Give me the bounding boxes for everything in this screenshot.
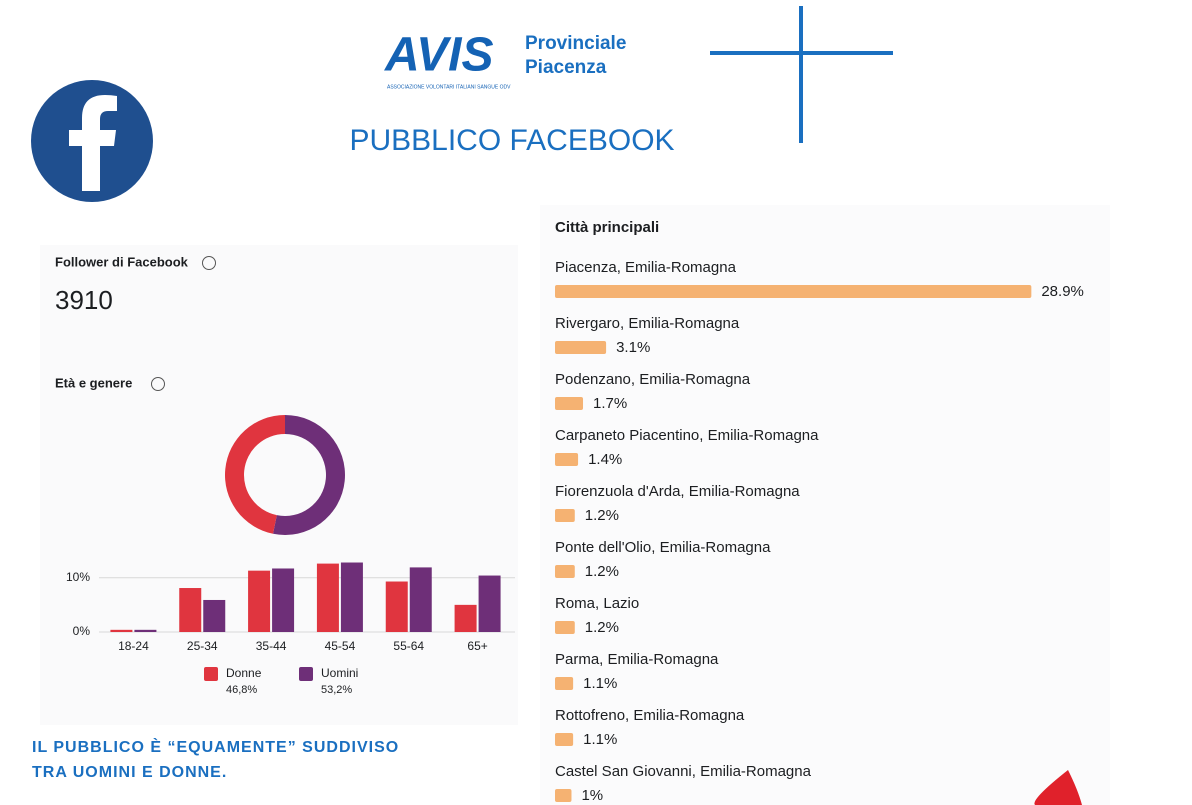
bar [555, 621, 575, 634]
org-name: Piacenza [525, 57, 607, 78]
city-label: Piacenza, Emilia-Romagna [555, 259, 737, 276]
city-label: Fiorenzuola d'Arda, Emilia-Romagna [555, 483, 800, 500]
bar [478, 575, 501, 632]
data-label: 1.1% [583, 675, 617, 692]
bar [110, 629, 133, 632]
donut-segment [273, 415, 345, 535]
bar [555, 453, 579, 466]
x-tick-label: 65+ [467, 639, 487, 653]
legend-value: 46,8% [226, 684, 257, 696]
info-icon [202, 256, 216, 270]
cities-card [540, 205, 1110, 805]
bar [555, 677, 574, 690]
city-label: Roma, Lazio [555, 595, 639, 612]
x-tick-label: 18-24 [118, 639, 149, 653]
bar [316, 563, 339, 632]
y-tick-label: 10% [66, 570, 90, 584]
bar [555, 789, 572, 802]
logo: AVIS [384, 29, 493, 82]
bar [454, 604, 477, 632]
bar [555, 509, 575, 522]
blood-drop [1034, 770, 1082, 805]
bar [409, 567, 432, 632]
data-label: 1.2% [585, 619, 619, 636]
bar [555, 733, 574, 746]
note: TRA UOMINI E DONNE. [32, 764, 227, 781]
data-label: 28.9% [1041, 283, 1084, 300]
logo-sub: ASSOCIAZIONE VOLONTARI ITALIANI SANGUE O… [387, 84, 511, 90]
data-label: 1.4% [588, 451, 622, 468]
chart-title: Città principali [555, 219, 659, 236]
city-label: Parma, Emilia-Romagna [555, 651, 719, 668]
city-label: Rottofreno, Emilia-Romagna [555, 707, 745, 724]
note: IL PUBBLICO È “EQUAMENTE” SUDDIVISO [32, 737, 399, 756]
chart-title: Età e genere [55, 375, 132, 390]
x-tick-label: 55-64 [393, 639, 424, 653]
followers-value: 3910 [55, 285, 113, 315]
donut-segment [224, 415, 285, 534]
data-label: 1.7% [593, 395, 627, 412]
city-label: Ponte dell'Olio, Emilia-Romagna [555, 539, 771, 556]
bar [555, 285, 1032, 298]
info-icon [151, 377, 165, 391]
bar [555, 341, 607, 354]
bar [134, 629, 157, 632]
bar [248, 570, 271, 632]
x-tick-label: 35-44 [256, 639, 287, 653]
page-title: PUBBLICO FACEBOOK [349, 124, 674, 157]
x-tick-label: 25-34 [187, 639, 218, 653]
org-name: Provinciale [525, 33, 626, 54]
legend-swatch [299, 667, 313, 681]
bar [340, 562, 363, 632]
city-label: Rivergaro, Emilia-Romagna [555, 315, 740, 332]
demographics-card [40, 245, 518, 725]
city-label: Carpaneto Piacentino, Emilia-Romagna [555, 427, 819, 444]
legend-label: Uomini [321, 666, 358, 680]
bar [555, 565, 575, 578]
bar [203, 599, 226, 632]
city-label: Castel San Giovanni, Emilia-Romagna [555, 763, 812, 780]
data-label: 1.2% [585, 507, 619, 524]
bar [272, 568, 295, 632]
bar [555, 397, 584, 410]
data-label: 1% [581, 787, 603, 804]
data-label: 3.1% [616, 339, 650, 356]
x-tick-label: 45-54 [325, 639, 356, 653]
data-label: 1.1% [583, 731, 617, 748]
facebook-f [69, 95, 117, 191]
legend-value: 53,2% [321, 684, 352, 696]
bar [385, 581, 408, 632]
followers-label: Follower di Facebook [55, 254, 189, 269]
y-tick-label: 0% [73, 624, 91, 638]
legend-label: Donne [226, 666, 262, 680]
legend-swatch [204, 667, 218, 681]
data-label: 1.2% [585, 563, 619, 580]
bar [179, 588, 202, 632]
city-label: Podenzano, Emilia-Romagna [555, 371, 751, 388]
